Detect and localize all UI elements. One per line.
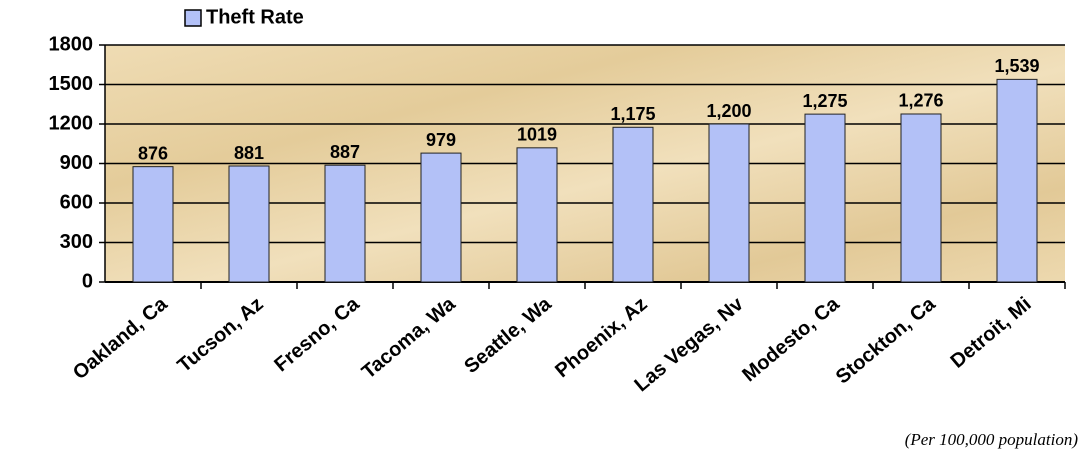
x-tick-label: Phoenix, Az	[551, 293, 651, 382]
legend-label: Theft Rate	[206, 6, 304, 28]
bar	[708, 123, 750, 283]
x-tick-label: Seattle, Wa	[460, 292, 556, 378]
legend-swatch	[184, 9, 202, 27]
value-label: 1,539	[994, 56, 1039, 76]
value-label: 979	[426, 130, 456, 150]
value-label: 1,276	[898, 91, 943, 111]
bar	[516, 147, 558, 283]
value-label: 881	[234, 143, 264, 163]
value-label: 1,275	[802, 91, 847, 111]
bar	[420, 152, 462, 283]
y-tick-label: 0	[82, 270, 93, 292]
legend: Theft Rate	[184, 6, 304, 28]
y-tick-label: 1500	[49, 73, 94, 95]
x-tick-label: Modesto, Ca	[738, 292, 844, 386]
bar	[804, 113, 846, 283]
y-tick-label: 600	[60, 191, 93, 213]
value-label: 1,200	[706, 101, 751, 121]
bar	[132, 166, 174, 283]
bar	[228, 165, 270, 283]
x-tick-label: Fresno, Ca	[270, 292, 364, 376]
x-tick-label: Stockton, Ca	[832, 292, 940, 388]
bar	[996, 78, 1038, 283]
x-tick-label: Tacoma, Wa	[358, 292, 461, 383]
value-label: 876	[138, 143, 168, 163]
bar	[612, 126, 654, 283]
x-tick-label: Oakland, Ca	[69, 292, 172, 384]
x-tick-label: Detroit, Mi	[947, 293, 1036, 373]
bar	[324, 164, 366, 283]
value-label: 1019	[517, 125, 557, 145]
y-tick-label: 1800	[49, 33, 94, 55]
bar	[900, 113, 942, 283]
y-tick-label: 300	[60, 231, 93, 253]
y-tick-label: 900	[60, 152, 93, 174]
annotation: (Per 100,000 population)	[905, 430, 1079, 449]
value-label: 1,175	[610, 104, 655, 124]
y-tick-label: 1200	[49, 112, 94, 134]
value-label: 887	[330, 142, 360, 162]
x-tick-label: Tucson, Az	[173, 293, 267, 377]
